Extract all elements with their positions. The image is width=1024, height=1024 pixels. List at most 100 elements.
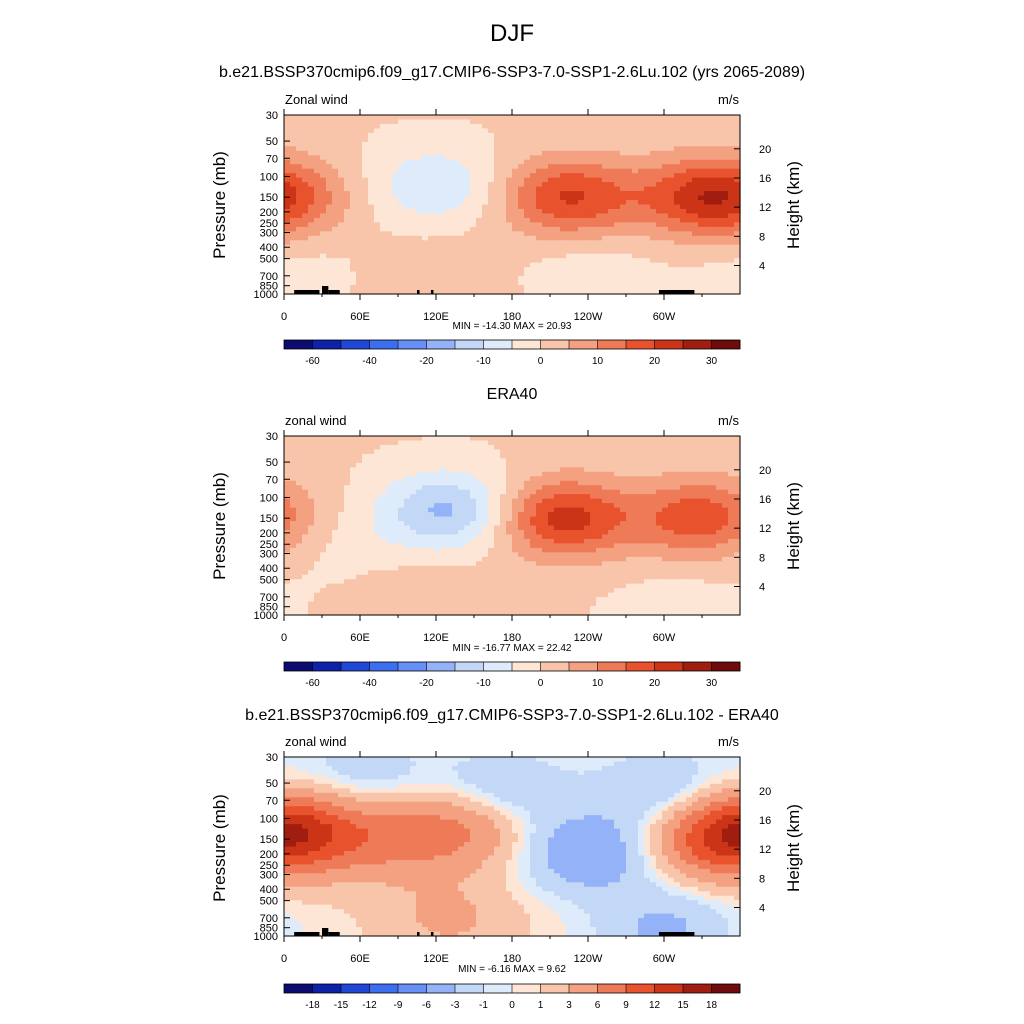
field-cell [716, 164, 723, 170]
field-cell [332, 208, 339, 215]
field-cell [710, 440, 717, 446]
field-cell [578, 195, 585, 201]
field-cell [662, 240, 669, 246]
height-tick-label: 20 [759, 144, 771, 156]
field-cell [476, 217, 483, 223]
field-cell [614, 498, 621, 504]
field-cell [350, 204, 357, 210]
field-cell [428, 262, 435, 268]
field-cell [584, 119, 591, 125]
field-cell [542, 489, 549, 495]
field-cell [470, 168, 477, 174]
field-cell [734, 538, 741, 544]
field-cell [434, 240, 441, 246]
field-cell [308, 503, 315, 509]
field-cell [698, 258, 705, 264]
field-cell [326, 200, 333, 206]
field-cell [362, 458, 369, 464]
field-cell [638, 226, 645, 232]
field-cell [674, 132, 681, 138]
field-cell [446, 155, 453, 161]
field-cell [416, 453, 423, 459]
field-cell [650, 249, 657, 255]
field-cell [632, 182, 639, 188]
field-cell [434, 123, 441, 130]
field-cell [392, 534, 399, 540]
field-cell [578, 235, 585, 241]
field-cell [572, 195, 579, 201]
field-cell [320, 240, 327, 246]
field-cell [566, 235, 573, 241]
field-cell [650, 503, 657, 509]
field-cell [440, 150, 447, 156]
field-cell [674, 168, 681, 174]
field-cell [440, 226, 447, 232]
field-cell [686, 485, 693, 491]
field-cell [656, 150, 663, 156]
field-cell [410, 440, 417, 446]
field-cell [320, 458, 327, 464]
field-cell [434, 436, 441, 442]
field-cell [518, 449, 525, 455]
field-cell [398, 267, 405, 273]
field-cell [518, 462, 525, 468]
field-cell [296, 529, 303, 536]
field-cell [542, 276, 549, 282]
field-cell [320, 244, 327, 250]
field-cell [404, 200, 411, 206]
field-cell [398, 458, 405, 464]
field-cell [404, 476, 411, 482]
field-cell [692, 204, 699, 210]
field-cell [506, 177, 513, 183]
field-cell [380, 115, 387, 121]
field-cell [644, 516, 651, 522]
field-cell [314, 276, 321, 282]
field-cell [686, 240, 693, 246]
field-cell [458, 137, 465, 143]
field-cell [698, 476, 705, 482]
field-cell [404, 222, 411, 228]
field-cell [644, 249, 651, 255]
field-cell [734, 195, 741, 201]
field-cell [590, 128, 597, 134]
field-cell [284, 503, 291, 509]
field-cell [428, 164, 435, 170]
field-cell [560, 525, 567, 531]
field-cell [638, 150, 645, 156]
field-cell [710, 503, 717, 509]
field-cell [722, 208, 729, 215]
field-cell [680, 494, 687, 500]
field-cell [644, 141, 651, 147]
field-cell [506, 119, 513, 125]
field-cell [566, 155, 573, 161]
field-cell [620, 213, 627, 219]
field-cell [566, 280, 573, 286]
field-cell [284, 173, 291, 179]
field-cell [638, 132, 645, 138]
field-cell [314, 119, 321, 125]
field-cell [524, 503, 531, 509]
field-cell [512, 262, 519, 268]
field-cell [590, 516, 597, 522]
field-cell [560, 217, 567, 223]
field-cell [494, 289, 501, 295]
field-cell [692, 489, 699, 495]
field-cell [614, 155, 621, 161]
field-cell [494, 467, 501, 473]
field-cell [374, 164, 381, 170]
field-cell [716, 503, 723, 509]
field-cell [638, 240, 645, 246]
field-cell [512, 538, 519, 544]
field-cell [716, 262, 723, 268]
field-cell [356, 471, 363, 477]
field-cell [536, 289, 543, 295]
field-cell [290, 168, 297, 174]
field-cell [482, 204, 489, 210]
field-cell [734, 168, 741, 174]
field-cell [482, 436, 489, 442]
field-cell [548, 235, 555, 241]
field-cell [296, 507, 303, 513]
field-cell [392, 440, 399, 446]
field-cell [320, 453, 327, 459]
field-cell [518, 507, 525, 513]
